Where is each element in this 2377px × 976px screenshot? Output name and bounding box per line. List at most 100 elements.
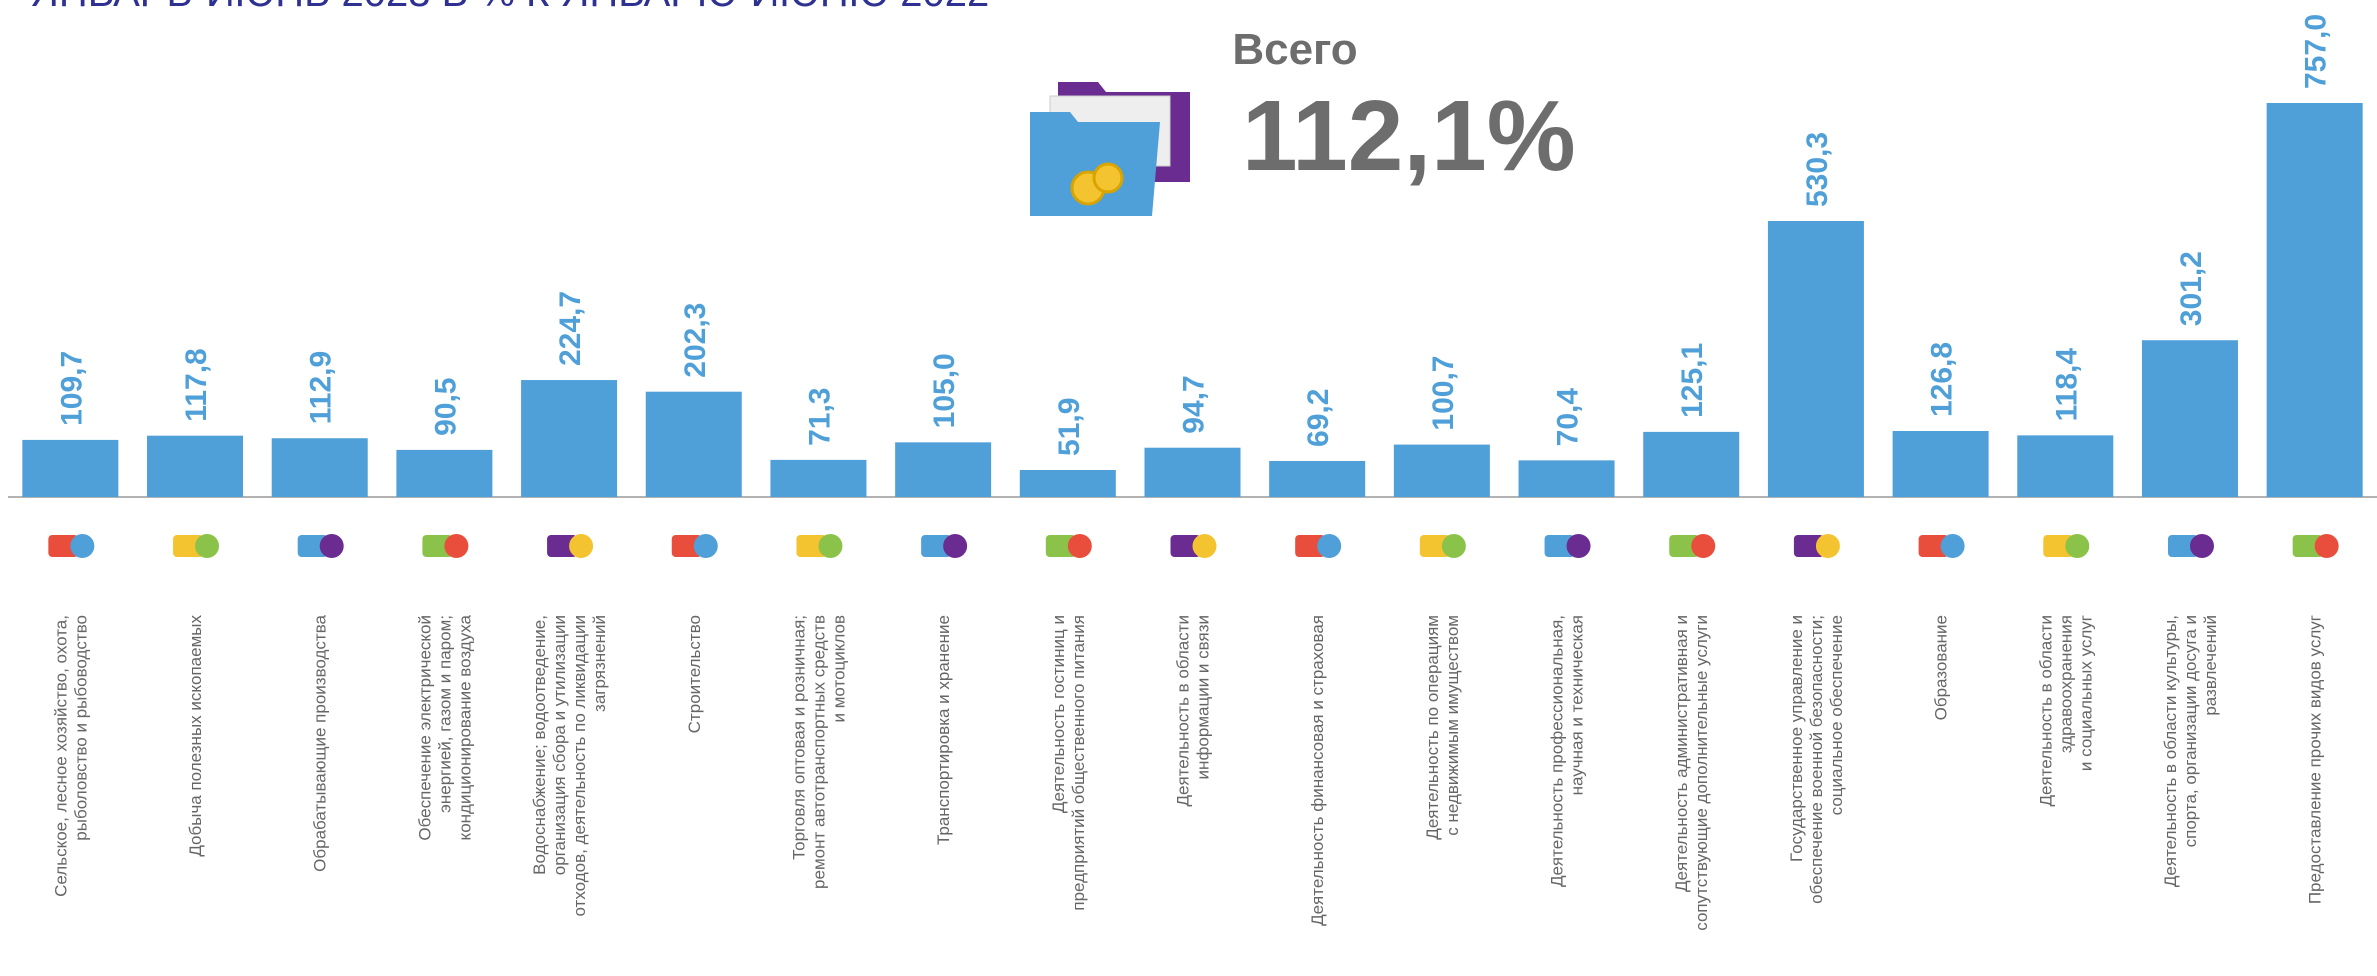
category-line: организация сбора и утилизации (550, 615, 569, 875)
category-label: Обеспечение электрическойэнергией, газом… (415, 614, 474, 840)
category-line: Деятельность профессиональная, (1548, 615, 1567, 887)
category-icon (298, 534, 344, 558)
value-label: 224,7 (554, 291, 587, 366)
category-label: Добыча полезных ископаемых (186, 615, 205, 857)
category-line: рыболовство и рыбоводство (71, 615, 90, 841)
bar (147, 436, 243, 497)
icon-shape (1068, 534, 1092, 558)
category-line: спорта, организации досуга и (2181, 615, 2200, 847)
icon-shape (2065, 534, 2089, 558)
value-label: 125,1 (1676, 343, 1709, 418)
category-line: Водоснабжение; водоотведение, (530, 615, 549, 875)
chart: ЯНВАРЬ-ИЮНЬ 2023 В % К ЯНВАРЮ-ИЮНЮ 2022 … (0, 0, 2377, 976)
value-label: 51,9 (1053, 398, 1086, 456)
category-line: развлечений (2201, 615, 2220, 716)
category-icon (1420, 534, 1466, 558)
value-label: 100,7 (1427, 356, 1460, 431)
category-icon (796, 534, 842, 558)
category-line: Торговля оптовая и розничная; (789, 615, 808, 860)
icon-shape (569, 534, 593, 558)
category-line: Деятельность в области (1174, 615, 1193, 806)
category-label: Государственное управление иобеспечение … (1787, 615, 1846, 904)
icon-shape (943, 534, 967, 558)
bar (1768, 221, 1864, 497)
bar (895, 442, 991, 497)
icon-shape (1193, 534, 1217, 558)
value-label: 118,4 (2050, 348, 2083, 422)
category-label: Деятельность административная исопутству… (1672, 615, 1711, 931)
category-line: и мотоциклов (829, 615, 848, 723)
bar (1020, 470, 1116, 497)
category-line: с недвижимым имуществом (1443, 615, 1462, 836)
category-label: Деятельность в области культуры,спорта, … (2161, 615, 2220, 887)
category-line: Деятельность в области культуры, (2161, 615, 2180, 887)
category-icon (1295, 534, 1341, 558)
icon-shape (2190, 534, 2214, 558)
icon-shape (1691, 534, 1715, 558)
value-label: 117,8 (180, 348, 213, 421)
category-line: здравоохранения (2056, 615, 2075, 753)
icon-shape (1941, 534, 1965, 558)
category-line: сопутствующие дополнительные услуги (1692, 615, 1711, 931)
category-line: социальное обеспечение (1827, 615, 1846, 815)
category-icon (2043, 534, 2089, 558)
bar (22, 440, 118, 497)
category-line: Деятельность по операциям (1423, 615, 1442, 840)
icon-shape (70, 534, 94, 558)
total-value: 112,1% (1242, 80, 1576, 192)
category-line: Предоставление прочих видов услуг (2306, 615, 2325, 904)
category-line: Строительство (685, 615, 704, 733)
category-icon (2293, 534, 2339, 558)
category-label: Торговля оптовая и розничная;ремонт авто… (789, 615, 848, 889)
value-label: 70,4 (1552, 388, 1585, 447)
bar (521, 380, 617, 497)
icon-shape (2315, 534, 2339, 558)
bar (1269, 461, 1365, 497)
category-label: Водоснабжение; водоотведение,организация… (530, 615, 609, 917)
category-icon (1171, 534, 1217, 558)
bar (646, 392, 742, 497)
icon-shape (195, 534, 219, 558)
value-label: 69,2 (1302, 389, 1335, 447)
icon-shape (1816, 534, 1840, 558)
category-line: обеспечение военной безопасности; (1807, 615, 1826, 904)
category-line: Деятельность в области (2036, 615, 2055, 806)
category-icon (2168, 534, 2214, 558)
category-line: информации и связи (1194, 615, 1213, 779)
category-label: Предоставление прочих видов услуг (2306, 615, 2325, 904)
category-label: Деятельность финансовая и страховая (1308, 615, 1327, 926)
category-icon (1545, 534, 1591, 558)
category-line: Сельское, лесное хозяйство, охота, (51, 615, 70, 897)
category-line: Транспортировка и хранение (934, 615, 953, 845)
category-label: Деятельность в областиздравоохраненияи с… (2036, 615, 2095, 806)
folder-icon (1030, 82, 1190, 216)
bar (2017, 435, 2113, 497)
category-line: Деятельность гостиниц и (1049, 615, 1068, 813)
value-label: 301,2 (2175, 251, 2208, 326)
category-line: Обеспечение электрической (415, 615, 434, 841)
category-line: Деятельность финансовая и страховая (1308, 615, 1327, 926)
value-label: 202,3 (679, 303, 712, 378)
icon-shape (694, 534, 718, 558)
category-line: научная и техническая (1568, 615, 1587, 795)
category-label: Образование (1932, 615, 1951, 720)
bar (1519, 460, 1615, 497)
bar (1893, 431, 1989, 497)
category-line: предприятий общественного питания (1069, 615, 1088, 911)
value-label: 71,3 (803, 387, 836, 445)
value-label: 90,5 (429, 378, 462, 436)
category-line: загрязнений (590, 615, 609, 712)
category-icon (547, 534, 593, 558)
value-label: 530,3 (1801, 132, 1834, 207)
category-line: энергией, газом и паром; (435, 615, 454, 813)
bar (1394, 445, 1490, 497)
chart-title: ЯНВАРЬ-ИЮНЬ 2023 В % К ЯНВАРЮ-ИЮНЮ 2022 (30, 0, 989, 15)
category-label: Транспортировка и хранение (934, 615, 953, 845)
value-label: 112,9 (305, 351, 338, 424)
value-label: 757,0 (2300, 14, 2333, 89)
bar (272, 438, 368, 497)
category-icon (921, 534, 967, 558)
icon-shape (1317, 534, 1341, 558)
value-label: 105,0 (928, 353, 961, 428)
icon-shape (1442, 534, 1466, 558)
